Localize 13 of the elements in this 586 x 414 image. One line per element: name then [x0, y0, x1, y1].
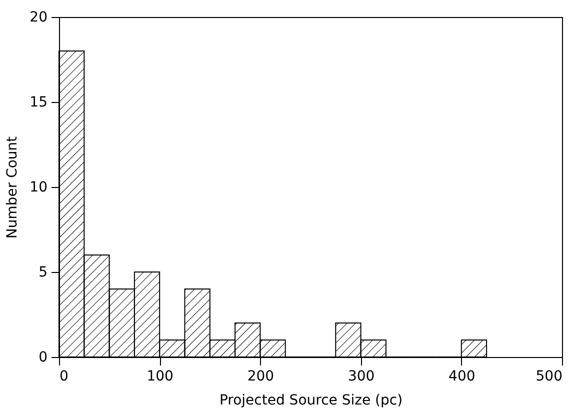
y-tick-label: 20 [30, 10, 48, 26]
x-tick-label: 300 [348, 368, 375, 384]
x-tick-label: 200 [247, 368, 274, 384]
y-tick-label: 0 [38, 350, 48, 366]
x-tick-label: 100 [146, 368, 174, 384]
x-tick-label: 400 [448, 368, 476, 384]
x-tick-label: 500 [536, 368, 562, 384]
y-tick-label: 10 [30, 180, 48, 196]
x-tick-label: 0 [60, 368, 68, 384]
y-tick-label: 15 [30, 94, 48, 110]
y-axis-title: Number Count [4, 136, 21, 239]
y-tick-label: 5 [38, 264, 48, 280]
x-axis-title: Projected Source Size (pc) [219, 392, 403, 408]
